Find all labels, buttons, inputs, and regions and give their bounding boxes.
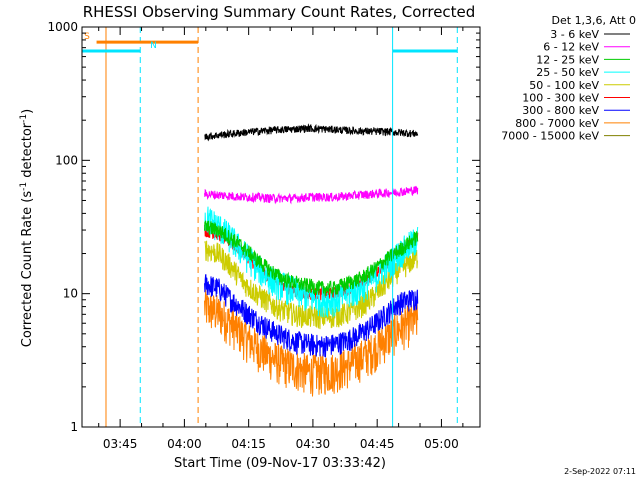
y-tick-label: 100 bbox=[55, 153, 78, 167]
x-tick-label: 04:30 bbox=[296, 437, 331, 451]
series-line-800-7000-kev bbox=[204, 289, 419, 397]
legend-label: 7000 - 15000 keV bbox=[501, 130, 599, 143]
legend-title: Det 1,3,6, Att 0 bbox=[552, 14, 636, 27]
series-line-12-25-kev bbox=[204, 220, 419, 297]
legend-label: 12 - 25 keV bbox=[536, 53, 599, 66]
x-axis-label: Start Time (09-Nov-17 03:33:42) bbox=[174, 456, 386, 471]
legend-label: 800 - 7000 keV bbox=[515, 117, 599, 130]
axes: 1 10 100 1000 03:45 04:00 04:15 04:30 04:45 05:00 bbox=[47, 20, 480, 451]
legend-label: 300 - 800 keV bbox=[522, 104, 599, 117]
x-tick-label: 04:00 bbox=[167, 437, 202, 451]
y-tick-label: 1 bbox=[70, 420, 78, 434]
series-line-50-100-kev bbox=[204, 240, 418, 330]
x-tick-label: 03:45 bbox=[103, 437, 138, 451]
footer-timestamp: 2-Sep-2022 07:11 bbox=[564, 467, 636, 476]
legend-label: 6 - 12 keV bbox=[543, 41, 599, 54]
x-tick-label: 04:15 bbox=[231, 437, 266, 451]
plot-frame bbox=[81, 26, 481, 428]
legend-label: 100 - 300 keV bbox=[522, 92, 599, 105]
x-tick-label: 04:45 bbox=[360, 437, 395, 451]
series-line-300-800-kev bbox=[204, 274, 419, 358]
chart-title: RHESSI Observing Summary Count Rates, Co… bbox=[83, 3, 476, 21]
flag-label-s: S bbox=[84, 32, 90, 42]
y-axis-label: Corrected Count Rate (s-1 detector-1) bbox=[19, 109, 35, 347]
legend-label: 25 - 50 keV bbox=[536, 66, 599, 79]
plot-area: SN bbox=[82, 27, 458, 427]
x-tick-label: 05:00 bbox=[424, 437, 459, 451]
legend-label: 3 - 6 keV bbox=[550, 28, 599, 41]
legend-label: 50 - 100 keV bbox=[529, 79, 599, 92]
series-line-6-12-kev bbox=[204, 185, 419, 205]
series-line-3-6-kev bbox=[204, 123, 419, 142]
flag-label-n: N bbox=[150, 41, 157, 51]
y-tick-label: 10 bbox=[63, 287, 78, 301]
y-tick-label: 1000 bbox=[47, 20, 78, 34]
